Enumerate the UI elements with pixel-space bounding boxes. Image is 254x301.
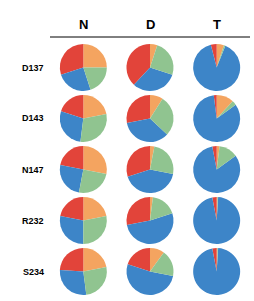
svg-text:D: D — [146, 17, 155, 32]
svg-text:R232: R232 — [22, 216, 44, 226]
svg-text:D137: D137 — [22, 63, 44, 73]
svg-text:T: T — [213, 17, 221, 32]
svg-text:S234: S234 — [23, 267, 44, 277]
svg-text:N147: N147 — [22, 165, 44, 175]
svg-text:D143: D143 — [22, 113, 44, 123]
svg-text:N: N — [79, 17, 88, 32]
